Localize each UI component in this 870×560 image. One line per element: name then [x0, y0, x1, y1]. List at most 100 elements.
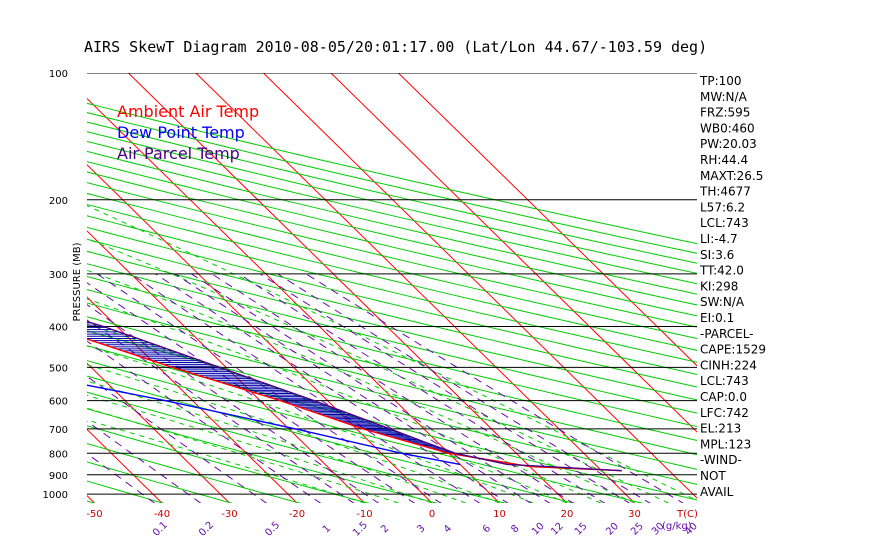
legend: Ambient Air Temp Dew Point Temp Air Parcel…	[117, 102, 259, 163]
dry-adiabat	[87, 112, 697, 254]
pressure-tick-label: 500	[49, 363, 68, 374]
bottom-temp-tick-label: -10	[356, 509, 372, 520]
mixing-ratio-tick-label: 1	[321, 523, 333, 535]
index-label: LFC:742	[700, 406, 749, 420]
mixing-ratio-tick-label: 0.1	[151, 520, 170, 539]
index-label: KI:298	[700, 279, 738, 293]
isotherm-line	[87, 230, 366, 503]
dry-adiabat	[87, 316, 697, 470]
mixing-ratio-tick-label: 20	[604, 521, 621, 538]
index-label: CAP:0.0	[700, 390, 747, 404]
mixing-ratio-tick-label: 4	[442, 523, 454, 535]
dry-adiabat	[87, 182, 697, 328]
dry-adiabat	[87, 345, 697, 501]
dry-adiabat	[87, 250, 697, 401]
index-label: WB0:460	[700, 121, 755, 135]
pressure-tick-label: 200	[49, 196, 68, 207]
dry-adiabat	[87, 391, 507, 503]
index-label: TT:42.0	[699, 264, 744, 278]
mixing-ratio-line	[87, 282, 416, 503]
isotherm-line	[87, 362, 231, 503]
mixing-ratio-tick-label: 6	[481, 523, 493, 535]
pressure-tick-label: 300	[49, 270, 68, 281]
dry-adiabat	[87, 263, 697, 414]
mixing-ratio-tick-label: 25	[629, 521, 646, 538]
mixing-ratio-tick-label: 12	[549, 521, 566, 538]
isotherm-line	[262, 73, 697, 499]
index-label: EL:213	[700, 422, 741, 436]
mixing-ratio-line	[87, 304, 380, 503]
dry-adiabat	[87, 238, 697, 388]
mixing-ratio-tick-label: 1.5	[351, 520, 370, 539]
pressure-tick-label: 100	[49, 69, 68, 80]
legend-entry: Air Parcel Temp	[117, 144, 240, 163]
index-label: CINH:224	[700, 358, 757, 372]
bottom-temp-tick-label: 0	[429, 509, 435, 520]
mixing-ratio-tick-label: 0.2	[197, 520, 216, 539]
moist-adiabat	[87, 205, 697, 502]
bottom-temp-tick-label: 10	[493, 509, 506, 520]
mixing-ratio-line	[174, 273, 532, 503]
mixing-ratio-line	[87, 375, 268, 503]
legend-entry: Ambient Air Temp	[117, 102, 259, 121]
index-label: MPL:123	[700, 437, 751, 451]
chart-title: AIRS SkewT Diagram 2010-08-05/20:01:17.0…	[84, 38, 707, 56]
mixing-ratio-line	[130, 273, 481, 503]
bottom-temp-tick-label: -50	[86, 509, 102, 520]
pressure-tick-label: 1000	[43, 490, 68, 501]
dry-adiabat	[87, 302, 697, 456]
mixing-ratio-tick-label: 0.5	[263, 520, 282, 539]
mixing-ratio-tick-label: 15	[573, 521, 590, 538]
dry-adiabat	[87, 443, 302, 503]
dry-adiabat	[87, 161, 697, 306]
isotherm-line	[127, 73, 568, 503]
index-label: SW:N/A	[700, 295, 745, 309]
dry-adiabat	[87, 480, 165, 503]
index-label: MW:N/A	[700, 90, 748, 104]
dry-adiabat	[87, 150, 697, 295]
pressure-tick-label: 400	[49, 323, 68, 334]
dry-adiabat	[87, 500, 96, 503]
index-label: FRZ:595	[700, 106, 750, 120]
dry-adiabat	[87, 330, 697, 485]
bottom-temp-tick-label: 30	[628, 509, 641, 520]
dry-adiabat	[87, 131, 697, 274]
mixing-ratio-tick-label: 8	[509, 523, 521, 535]
mixing-ratio-line	[87, 453, 156, 503]
bottom-temp-tick-label: 20	[561, 509, 574, 520]
index-label: -PARCEL-	[700, 327, 754, 341]
index-label: -WIND-	[700, 453, 742, 467]
mixing-ratio-line	[238, 273, 606, 503]
index-label: LCL:743	[700, 374, 749, 388]
legend-entry: Dew Point Temp	[117, 123, 245, 142]
mixing-ratio-line	[96, 273, 442, 503]
y-axis-label: PRESSURE (MB)	[72, 242, 83, 321]
index-label: RH:44.4	[700, 153, 748, 167]
index-label: MAXT:26.5	[700, 169, 763, 183]
pressure-tick-label: 600	[49, 397, 68, 408]
x-axis-label-right: T(C)	[676, 509, 698, 520]
pressure-tick-label: 700	[49, 425, 68, 436]
index-label: LCL:743	[700, 216, 749, 230]
dry-adiabat	[87, 461, 233, 503]
bottom-temp-tick-label: -20	[289, 509, 305, 520]
grid-lines	[87, 73, 697, 503]
isotherm-line	[195, 73, 636, 503]
index-label: NOT	[700, 469, 726, 483]
index-label: EI:0.1	[700, 311, 734, 325]
dry-adiabat	[87, 203, 697, 351]
parcel-temp-line	[87, 320, 622, 472]
isotherm-line	[397, 73, 697, 367]
dry-adiabat	[87, 215, 697, 363]
mixing-ratio-tick-label: 10	[530, 521, 547, 538]
dry-adiabat	[87, 408, 439, 503]
index-label: L57:6.2	[700, 200, 745, 214]
bottom-temp-tick-label: -30	[221, 509, 237, 520]
mixing-ratio-tick-label: 3	[415, 523, 427, 535]
cape-hatch	[87, 322, 554, 468]
dry-adiabat	[87, 121, 697, 264]
index-label: TH:4677	[699, 185, 751, 199]
dry-adiabat	[87, 289, 697, 441]
index-label: SI:3.6	[700, 248, 734, 262]
